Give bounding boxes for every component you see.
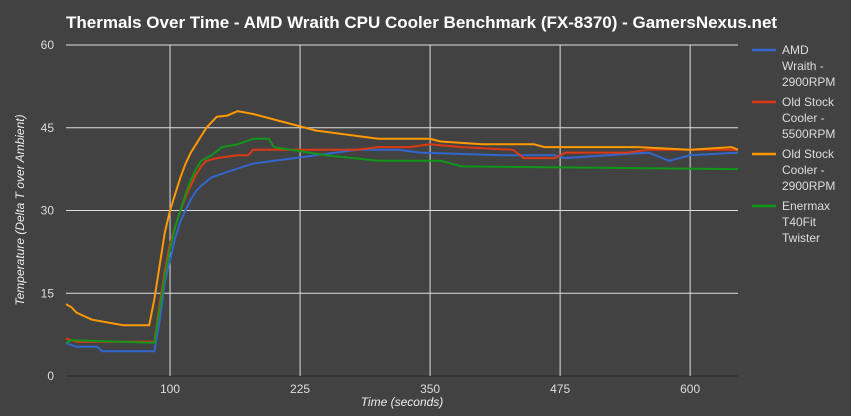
y-tick-label: 30 — [41, 204, 55, 218]
legend-label: Cooler - — [782, 163, 825, 177]
legend-label: Old Stock — [782, 147, 835, 161]
series-line — [65, 143, 738, 343]
legend-label: Old Stock — [782, 95, 835, 109]
series-line — [65, 148, 739, 353]
chart-title: Thermals Over Time - AMD Wraith CPU Cool… — [66, 13, 777, 32]
x-tick-label: 100 — [160, 382, 180, 396]
x-tick-label: 600 — [680, 382, 700, 396]
y-axis-label: Temperature (Delta T over Ambient) — [13, 114, 27, 305]
legend-label: Twister — [782, 231, 820, 245]
legend-label: Enermax — [782, 199, 830, 213]
y-tick-label: 60 — [41, 38, 55, 52]
legend-label: 5500RPM — [782, 127, 835, 141]
legend-label: AMD — [782, 43, 809, 57]
legend-label: 2900RPM — [782, 75, 835, 89]
legend-label: 2900RPM — [782, 179, 835, 193]
x-tick-label: 225 — [290, 382, 310, 396]
y-tick-label: 0 — [47, 369, 54, 383]
series-line — [65, 110, 739, 327]
y-tick-label: 15 — [41, 286, 55, 300]
legend-label: Wraith - — [782, 59, 824, 73]
x-tick-label: 475 — [550, 382, 570, 396]
legend-label: T40Fit — [782, 215, 817, 229]
legend-label: Cooler - — [782, 111, 825, 125]
y-tick-label: 45 — [41, 121, 55, 135]
series-line — [65, 137, 739, 344]
x-axis-label: Time (seconds) — [361, 395, 444, 409]
x-tick-label: 350 — [420, 382, 440, 396]
